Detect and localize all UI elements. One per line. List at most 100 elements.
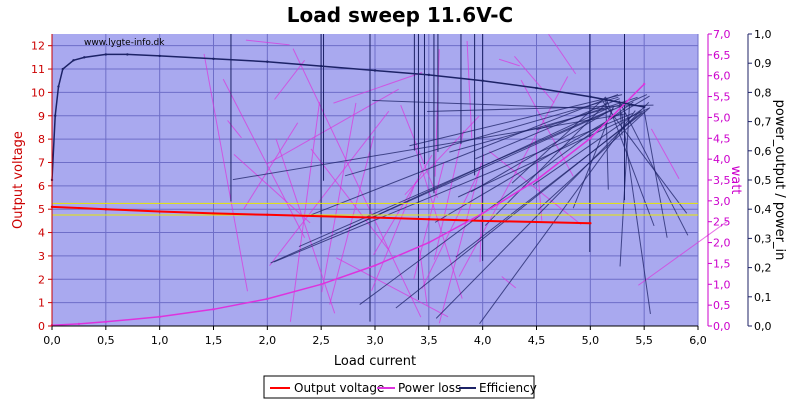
noise-trace-navy bbox=[435, 101, 650, 319]
data-point-power-loss bbox=[642, 82, 646, 86]
noise-trace-navy bbox=[484, 101, 609, 226]
x-tick-label: 4,5 bbox=[528, 334, 546, 347]
data-point-efficiency bbox=[72, 59, 75, 62]
chart-title: Load sweep 11.6V-C bbox=[287, 3, 513, 27]
noise-trace-navy bbox=[618, 100, 689, 236]
efficiency-tick-label: 0,2 bbox=[754, 262, 772, 275]
x-tick-label: 0,5 bbox=[97, 334, 115, 347]
watt-tick-label: 6,5 bbox=[713, 49, 731, 62]
noise-trace-magenta bbox=[434, 49, 440, 177]
noise-trace-magenta bbox=[292, 48, 422, 318]
noise-trace-navy bbox=[449, 103, 623, 153]
data-point-efficiency bbox=[589, 95, 592, 98]
noise-trace-navy bbox=[409, 94, 623, 147]
noise-trace-magenta bbox=[400, 105, 439, 198]
x-axis-ticks: 0,0 0,5 1,0 1,5 2,0 2,5 3,0 3,5 4,0 4,5 5,0 5,5 6,0 bbox=[43, 326, 707, 347]
noise-trace-navy bbox=[605, 97, 655, 227]
data-point-output-voltage bbox=[589, 222, 592, 225]
data-point-efficiency bbox=[158, 54, 161, 58]
x-tick-label: 2,0 bbox=[259, 334, 277, 347]
x-tick-label: 2,5 bbox=[312, 334, 330, 347]
noise-trace-magenta bbox=[222, 78, 306, 238]
data-point-efficiency bbox=[104, 53, 108, 56]
data-point-power-loss bbox=[104, 320, 108, 324]
x-tick-label: 0,0 bbox=[43, 334, 61, 347]
watt-tick-label: 7,0 bbox=[713, 28, 731, 41]
noise-trace-magenta bbox=[501, 276, 517, 289]
left-tick-label: 8 bbox=[38, 133, 45, 146]
data-point-efficiency bbox=[481, 79, 484, 82]
noise-trace-magenta bbox=[203, 53, 248, 292]
left-tick-label: 6 bbox=[38, 180, 45, 193]
noise-trace-navy bbox=[298, 108, 614, 248]
noise-trace-magenta bbox=[274, 60, 306, 100]
watt-tick-label: 1,0 bbox=[713, 278, 731, 291]
left-tick-label: 3 bbox=[38, 250, 45, 263]
noise-trace-magenta bbox=[245, 39, 290, 46]
left-tick-label: 7 bbox=[38, 156, 45, 169]
efficiency-tick-label: 0,4 bbox=[754, 203, 772, 216]
data-point-efficiency bbox=[54, 114, 57, 117]
noise-trace-magenta bbox=[275, 138, 336, 314]
watt-tick-label: 3,0 bbox=[713, 195, 731, 208]
data-point-power-loss bbox=[535, 178, 538, 182]
noise-trace-magenta bbox=[227, 120, 242, 139]
data-point-efficiency bbox=[212, 57, 215, 61]
data-point-efficiency bbox=[83, 56, 86, 59]
x-tick-label: 3,0 bbox=[366, 334, 384, 347]
noise-trace-navy bbox=[270, 94, 648, 264]
left-axis-label: Output voltage bbox=[11, 131, 26, 229]
noise-trace-navy bbox=[395, 112, 642, 309]
noise-trace-navy bbox=[344, 107, 609, 231]
data-point-output-voltage bbox=[481, 219, 484, 223]
watt-tick-label: 4,0 bbox=[713, 153, 731, 166]
noise-trace-magenta bbox=[321, 102, 357, 293]
watt-tick-label: 0,0 bbox=[713, 320, 731, 333]
series-layer bbox=[50, 53, 646, 327]
left-tick-label: 1 bbox=[38, 297, 45, 310]
efficiency-tick-label: 0,7 bbox=[754, 116, 772, 129]
watt-tick-label: 5,5 bbox=[713, 91, 731, 104]
data-point-output-voltage bbox=[212, 212, 215, 215]
data-point-power-loss bbox=[373, 264, 377, 267]
legend: Output voltage Power loss Efficiency bbox=[263, 375, 537, 399]
data-point-output-voltage bbox=[104, 208, 108, 211]
efficiency-tick-label: 0,9 bbox=[754, 57, 772, 70]
watt-axis-ticks: 0,0 0,5 1,0 1,5 2,0 2,5 3,0 3,5 4,0 4,5 5,0 5,5 6,0 6… bbox=[708, 28, 731, 333]
measurement-noise-traces bbox=[203, 33, 729, 324]
noise-trace-navy bbox=[621, 112, 651, 315]
noise-trace-magenta bbox=[289, 101, 321, 322]
left-tick-label: 12 bbox=[31, 40, 45, 53]
x-tick-label: 6,0 bbox=[689, 334, 707, 347]
efficiency-tick-label: 0,6 bbox=[754, 145, 772, 158]
watt-tick-label: 2,0 bbox=[713, 237, 731, 250]
data-point-output-voltage bbox=[319, 215, 323, 218]
left-tick-label: 0 bbox=[38, 320, 45, 333]
data-point-efficiency bbox=[427, 73, 431, 77]
series-line-output-voltage bbox=[51, 205, 591, 225]
noise-trace-magenta bbox=[269, 110, 390, 266]
noise-trace-navy bbox=[479, 110, 636, 324]
watt-tick-label: 6,0 bbox=[713, 70, 731, 83]
efficiency-tick-label: 0,1 bbox=[754, 291, 772, 304]
data-point-output-voltage bbox=[158, 210, 161, 213]
data-point-power-loss bbox=[427, 241, 431, 244]
watt-tick-label: 4,5 bbox=[713, 132, 731, 145]
x-tick-label: 3,5 bbox=[420, 334, 438, 347]
x-tick-label: 1,5 bbox=[205, 334, 223, 347]
watt-tick-label: 0,5 bbox=[713, 299, 731, 312]
data-point-output-voltage bbox=[535, 220, 538, 224]
x-tick-label: 1,0 bbox=[151, 334, 169, 347]
data-point-efficiency bbox=[319, 64, 323, 68]
data-point-efficiency bbox=[373, 69, 377, 72]
watt-tick-label: 2,5 bbox=[713, 216, 731, 229]
noise-trace-magenta bbox=[548, 33, 577, 75]
legend-label-power-loss: Power loss bbox=[398, 381, 461, 395]
watt-tick-label: 1,5 bbox=[713, 257, 731, 270]
noise-trace-magenta bbox=[333, 72, 423, 104]
noise-trace-navy bbox=[475, 98, 620, 160]
noise-trace-magenta bbox=[336, 257, 449, 318]
watt-tick-label: 5,0 bbox=[713, 111, 731, 124]
noise-trace-magenta bbox=[267, 88, 399, 165]
